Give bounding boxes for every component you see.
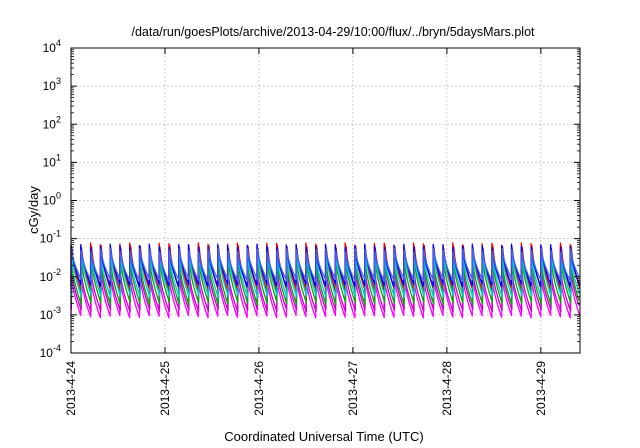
y-tick-label: 101 <box>43 152 61 169</box>
x-axis-label: Coordinated Universal Time (UTC) <box>224 429 423 444</box>
series-line <box>71 251 581 299</box>
y-tick-label: 10-1 <box>40 229 61 246</box>
x-tick-label: 2013-4-26 <box>252 361 266 416</box>
chart-title: /data/run/goesPlots/archive/2013-04-29/1… <box>131 25 535 39</box>
x-tick-label: 2013-4-27 <box>346 361 360 416</box>
series-line <box>70 247 580 283</box>
series-line <box>70 271 581 319</box>
x-tick-label: 2013-4-25 <box>158 361 172 416</box>
y-tick-label: 104 <box>43 38 61 55</box>
series-line <box>70 266 580 313</box>
series-layer <box>70 242 581 319</box>
x-tick-label: 2013-4-24 <box>64 361 78 416</box>
x-tick-label: 2013-4-28 <box>440 361 454 416</box>
series-line <box>70 256 580 306</box>
x-tick-label: 2013-4-29 <box>534 361 548 416</box>
y-tick-label: 10-2 <box>40 267 61 284</box>
y-tick-label: 100 <box>43 191 61 208</box>
y-tick-label: 10-3 <box>40 305 61 322</box>
y-tick-label: 10-4 <box>40 343 61 360</box>
y-axis-label: cGy/day <box>26 186 41 234</box>
y-tick-label: 102 <box>43 114 61 131</box>
y-tick-label: 103 <box>43 76 61 93</box>
tick-layer: 10-4 10-3 10-2 10-1 100 101 102 103 104 2013-4-24… <box>40 38 580 416</box>
